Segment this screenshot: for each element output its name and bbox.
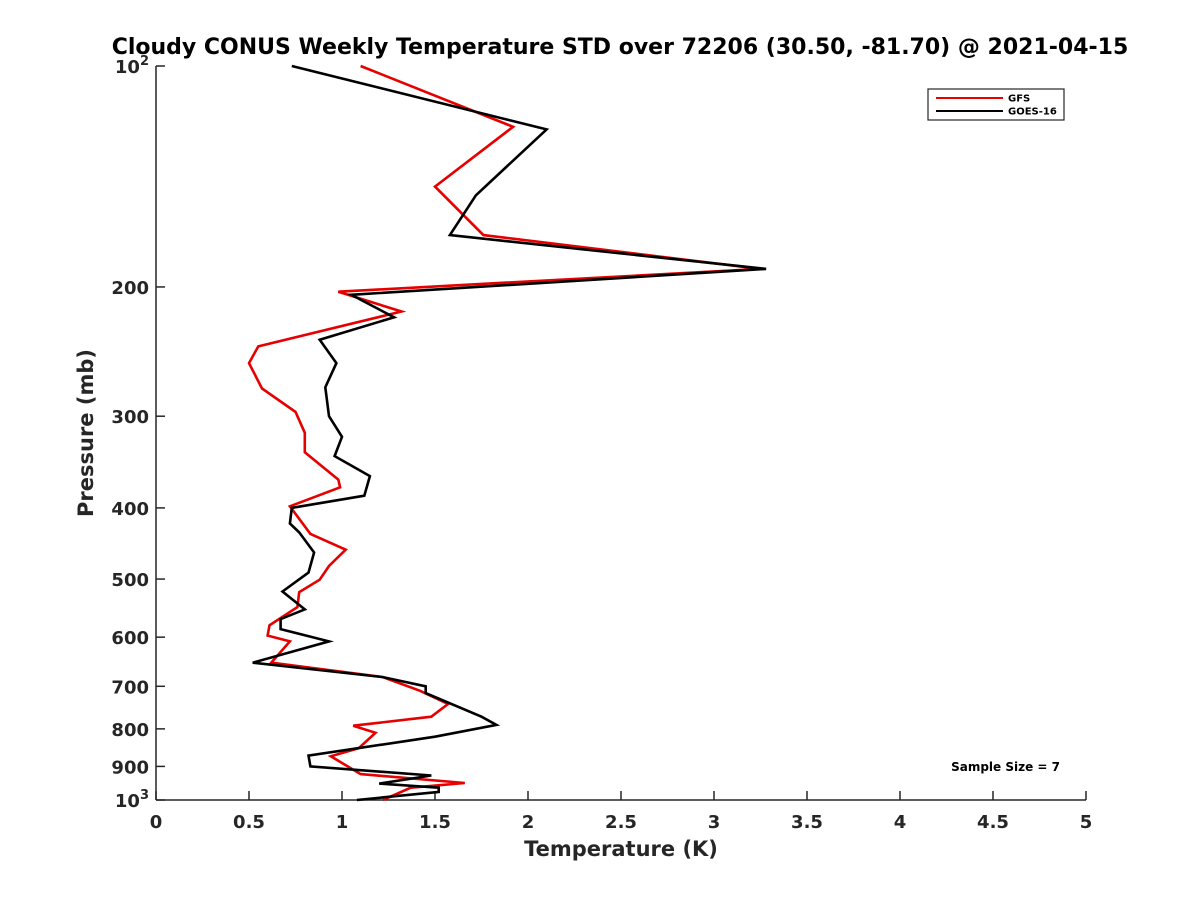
x-tick-label: 1 xyxy=(336,812,349,833)
legend: GFS GOES-16 xyxy=(927,88,1065,121)
x-tick-label: 2.5 xyxy=(605,812,637,833)
y-tick-label: 500 xyxy=(111,570,149,591)
legend-box xyxy=(927,88,1065,121)
x-tick-label: 0 xyxy=(150,812,163,833)
y-tick-label: 200 xyxy=(111,278,149,299)
y-tick-label: 600 xyxy=(111,628,149,649)
series-lines xyxy=(247,64,767,802)
x-tick-label: 4 xyxy=(894,812,907,833)
x-tick-label: 1.5 xyxy=(419,812,451,833)
y-tick-label: 400 xyxy=(111,499,149,520)
x-tick-label: 5 xyxy=(1080,812,1093,833)
y-axis-label: Pressure (mb) xyxy=(74,349,98,517)
plot-area: 0 0.5 1 1.5 2 2.5 3 3.5 4 4.5 5 102 200 300 400 500 600… xyxy=(111,54,1092,833)
y-tick-label: 102 xyxy=(115,54,149,78)
x-tick-label: 4.5 xyxy=(977,812,1009,833)
chart-title: Cloudy CONUS Weekly Temperature STD over… xyxy=(112,35,1129,60)
series-line-gfs xyxy=(247,64,761,802)
x-axis-ticks: 0 0.5 1 1.5 2 2.5 3 3.5 4 4.5 5 xyxy=(150,791,1093,833)
x-axis-label: Temperature (K) xyxy=(524,837,718,861)
x-tick-label: 3.5 xyxy=(791,812,823,833)
y-tick-label: 103 xyxy=(115,788,149,812)
y-tick-label: 900 xyxy=(111,757,149,778)
y-axis-ticks: 102 200 300 400 500 600 700 800 900 103 xyxy=(111,54,165,812)
legend-label-gfs: GFS xyxy=(1008,94,1030,105)
sample-size-annotation: Sample Size = 7 xyxy=(951,760,1060,774)
legend-label-goes16: GOES-16 xyxy=(1008,107,1057,118)
y-tick-label: 700 xyxy=(111,677,149,698)
y-tick-label: 300 xyxy=(111,407,149,428)
y-tick-label: 800 xyxy=(111,720,149,741)
x-tick-label: 3 xyxy=(708,812,721,833)
x-tick-label: 0.5 xyxy=(233,812,265,833)
x-tick-label: 2 xyxy=(522,812,535,833)
series-line-goes16 xyxy=(252,64,767,802)
